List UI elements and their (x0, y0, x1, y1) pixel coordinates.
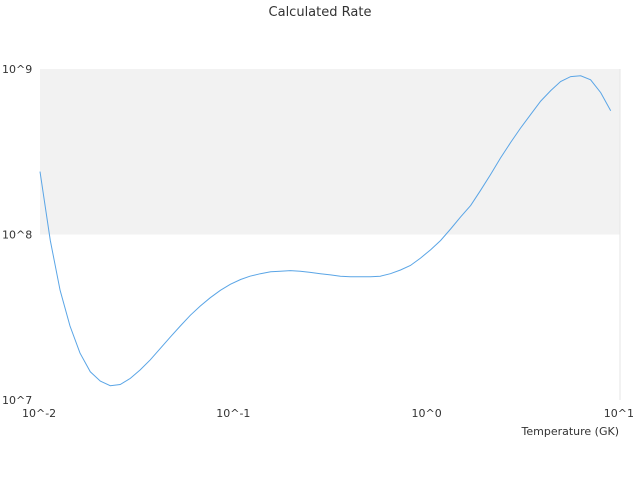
y-tick-label: 10^7 (2, 394, 32, 407)
x-tick-label: 10^1 (604, 407, 634, 420)
x-tick-label: 10^-1 (216, 407, 250, 420)
x-tick-label: 10^-2 (22, 407, 56, 420)
shaded-band (40, 69, 620, 235)
y-tick-label: 10^9 (2, 63, 32, 76)
series-line (39, 75, 612, 387)
x-tick-label: 10^0 (412, 407, 442, 420)
x-axis-label: Temperature (GK) (521, 425, 620, 438)
chart-title: Calculated Rate (269, 5, 372, 20)
y-tick-label: 10^8 (2, 229, 32, 242)
